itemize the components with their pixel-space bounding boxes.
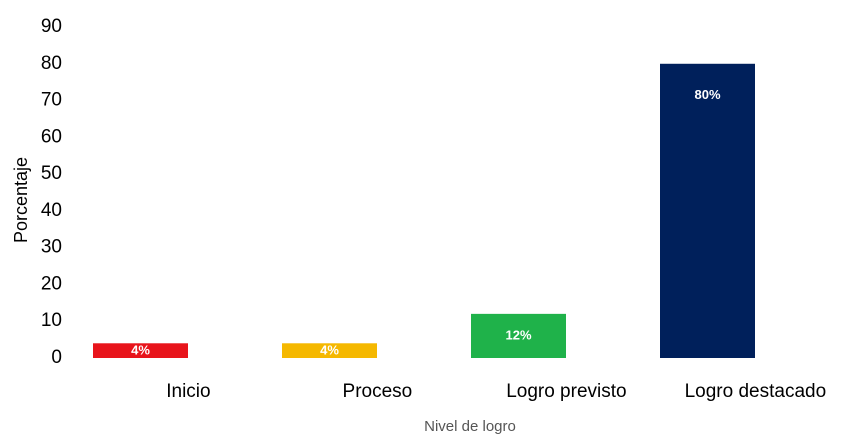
y-tick-label: 70 [41, 90, 62, 111]
bar [282, 343, 377, 358]
y-axis-label: Porcentaje [11, 157, 31, 243]
y-tick-label: 10 [41, 310, 62, 331]
value-label: 4% [131, 343, 150, 358]
value-label: 80% [694, 87, 720, 102]
bar [660, 63, 755, 359]
value-label: 12% [505, 327, 531, 342]
y-tick-label: 90 [41, 16, 62, 37]
y-tick-label: 80 [41, 53, 62, 74]
bar [93, 343, 188, 358]
y-tick-label: 30 [41, 237, 62, 258]
y-tick-label: 50 [41, 163, 62, 184]
bar [471, 313, 566, 358]
x-tick-label: Logro destacado [685, 381, 827, 402]
x-tick-label: Logro previsto [506, 381, 626, 402]
value-label: 4% [320, 343, 339, 358]
x-axis-label: Nivel de logro [424, 418, 516, 435]
y-tick-label: 20 [41, 273, 62, 294]
y-tick-label: 60 [41, 126, 62, 147]
y-tick-label: 0 [51, 347, 62, 368]
y-tick-label: 40 [41, 200, 62, 221]
x-tick-label: Proceso [343, 381, 413, 402]
x-tick-label: Inicio [166, 381, 210, 402]
